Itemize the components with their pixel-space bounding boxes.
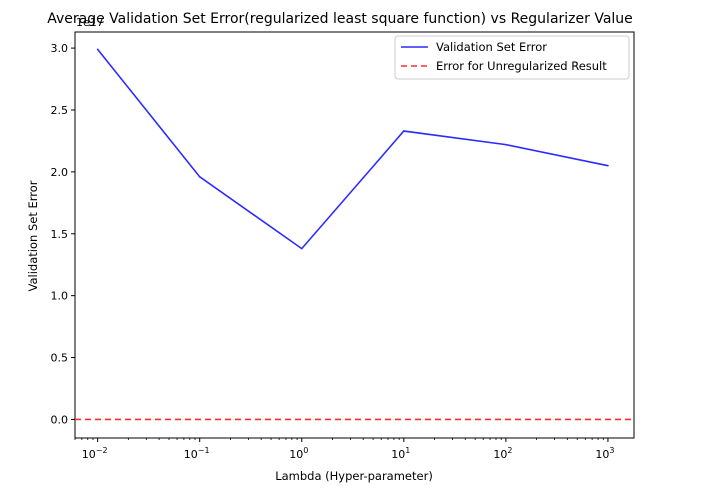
plot-area: 0.0 0.5 1.0 1.5 2.0 2.5 3.0 10−2 10−1 100 101 102 10… [51, 31, 635, 461]
x-axis-label: Lambda (Hyper-parameter) [275, 469, 433, 483]
series-line-validation [97, 48, 609, 250]
y-tick-label: 0.0 [51, 413, 69, 426]
y-axis-offset-label: 1e17 [76, 16, 104, 29]
y-axis-label: Validation Set Error [26, 180, 40, 291]
y-tick-label: 1.5 [51, 228, 69, 241]
data-point [198, 176, 201, 178]
x-tick-label: 10−1 [184, 446, 210, 461]
data-point [96, 48, 99, 51]
x-tick-label: 10−2 [82, 446, 108, 461]
data-point [403, 130, 405, 132]
y-tick-label: 1.0 [51, 290, 69, 303]
legend-label: Error for Unregularized Result [436, 59, 607, 73]
data-point [300, 247, 303, 250]
chart-title: Average Validation Set Error(regularized… [47, 11, 633, 27]
data-point [607, 164, 609, 167]
y-tick-label: 0.5 [51, 352, 69, 365]
axes-frame [74, 31, 635, 439]
x-tick-label: 100 [289, 446, 308, 461]
y-tick-label: 2.0 [51, 166, 69, 179]
legend-label: Validation Set Error [436, 40, 547, 54]
y-tick-label: 2.5 [51, 104, 69, 117]
y-tick-label: 3.0 [51, 42, 69, 55]
data-point [505, 143, 507, 146]
x-tick-label: 101 [391, 446, 410, 461]
x-tick-label: 102 [493, 446, 512, 461]
legend: Validation Set Error Error for Unregulari… [394, 35, 630, 80]
x-tick-label: 103 [595, 446, 614, 461]
legend-box [394, 35, 630, 80]
